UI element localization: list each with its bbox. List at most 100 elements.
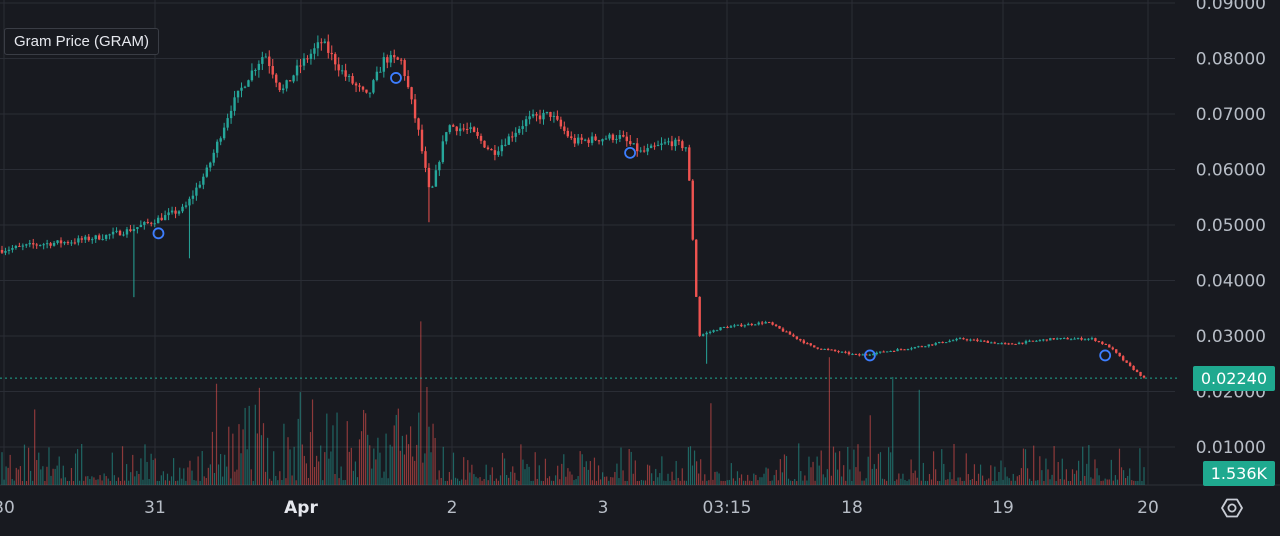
candle-body bbox=[281, 88, 285, 91]
volume-bar bbox=[420, 321, 422, 485]
candle-body bbox=[965, 339, 969, 341]
candle-body bbox=[521, 126, 524, 129]
volume-bar bbox=[121, 446, 124, 485]
candle-body bbox=[393, 55, 396, 58]
candle-body bbox=[160, 217, 163, 221]
volume-bar bbox=[953, 443, 955, 485]
volume-bar bbox=[810, 467, 812, 485]
volume-bar bbox=[21, 480, 24, 485]
volume-bar bbox=[894, 480, 896, 485]
candle-body bbox=[1125, 360, 1128, 363]
candle-body bbox=[222, 127, 226, 139]
volume-bar bbox=[877, 453, 880, 485]
volume-bar bbox=[101, 480, 103, 485]
event-marker bbox=[152, 227, 165, 240]
candle-body bbox=[257, 63, 261, 70]
volume-bar bbox=[1118, 448, 1121, 485]
volume-bar bbox=[240, 453, 242, 485]
volume-bar bbox=[111, 452, 113, 485]
volume-bar bbox=[665, 480, 667, 485]
volume-bar bbox=[606, 476, 608, 485]
volume-bar bbox=[179, 467, 181, 485]
candle-body bbox=[462, 128, 465, 130]
volume-bar bbox=[632, 473, 634, 485]
volume-bar bbox=[1043, 480, 1045, 485]
candle-body bbox=[674, 139, 677, 147]
volume-bar bbox=[661, 456, 663, 485]
candle-body bbox=[663, 142, 667, 144]
volume-bar bbox=[526, 463, 528, 485]
volume-bar bbox=[806, 480, 808, 485]
volume-bar bbox=[76, 449, 79, 485]
candle-body bbox=[969, 339, 972, 341]
volume-bar bbox=[164, 480, 167, 485]
volume-bar bbox=[162, 471, 164, 485]
volume-bar bbox=[1037, 480, 1039, 485]
volume-bar bbox=[234, 471, 236, 485]
candle-body bbox=[146, 222, 149, 224]
candle-body bbox=[1031, 340, 1035, 342]
volume-bar bbox=[432, 423, 434, 485]
volume-bar bbox=[875, 468, 877, 485]
candle-body bbox=[486, 147, 490, 150]
volume-bar bbox=[409, 426, 412, 485]
volume-bar bbox=[922, 462, 924, 485]
candle-body bbox=[1080, 337, 1083, 340]
candle-body bbox=[618, 135, 622, 139]
volume-bar bbox=[307, 477, 310, 485]
volume-bar bbox=[334, 474, 336, 485]
candle-body bbox=[347, 76, 351, 78]
candle-body bbox=[889, 350, 892, 352]
candle-body bbox=[80, 238, 84, 240]
y-tick-label: 0.06000 bbox=[1196, 161, 1266, 181]
volume-bar bbox=[828, 357, 830, 485]
candle-body bbox=[771, 322, 774, 325]
volume-bar bbox=[371, 468, 373, 485]
volume-bar bbox=[42, 466, 44, 485]
current-price-badge: 0.02240 bbox=[1192, 366, 1275, 391]
volume-bar bbox=[36, 460, 38, 485]
volume-bar bbox=[730, 463, 732, 485]
candle-body bbox=[774, 324, 778, 326]
candle-body bbox=[1028, 340, 1031, 342]
volume-bar bbox=[945, 479, 947, 485]
candle-body bbox=[1066, 338, 1069, 340]
volume-bar bbox=[362, 409, 365, 485]
volume-bar bbox=[170, 476, 173, 485]
volume-bar bbox=[634, 460, 636, 485]
candle-body bbox=[295, 65, 299, 76]
volume-bar bbox=[493, 480, 495, 485]
volume-bar bbox=[373, 448, 375, 485]
candle-body bbox=[760, 322, 764, 324]
candle-body bbox=[913, 347, 917, 349]
volume-bar bbox=[602, 472, 604, 485]
volume-bar bbox=[691, 465, 694, 485]
volume-bar bbox=[1051, 474, 1053, 485]
candle-body bbox=[1097, 341, 1101, 343]
y-tick-label: 0.01000 bbox=[1196, 438, 1266, 458]
volume-bar bbox=[557, 465, 559, 485]
candle-body bbox=[688, 147, 691, 181]
x-tick-label: 30 bbox=[0, 498, 15, 518]
volume-bar bbox=[906, 481, 908, 485]
volume-bar bbox=[918, 389, 920, 485]
volume-bar bbox=[530, 480, 532, 485]
candle-body bbox=[306, 58, 309, 60]
volume-bar bbox=[424, 453, 426, 485]
volume-bar bbox=[38, 452, 40, 485]
candle-body bbox=[420, 129, 424, 152]
volume-bar bbox=[230, 478, 232, 485]
volume-bar bbox=[520, 444, 522, 485]
volume-bar bbox=[947, 479, 949, 485]
volume-bar bbox=[706, 480, 708, 485]
volume-bar bbox=[755, 474, 757, 485]
chart-settings-button[interactable] bbox=[1218, 494, 1246, 522]
volume-bar bbox=[649, 465, 651, 485]
candle-body bbox=[896, 349, 899, 352]
volume-bar bbox=[72, 480, 75, 485]
candle-body bbox=[1104, 344, 1108, 346]
volume-bar bbox=[538, 465, 540, 485]
volume-bar bbox=[209, 464, 211, 485]
